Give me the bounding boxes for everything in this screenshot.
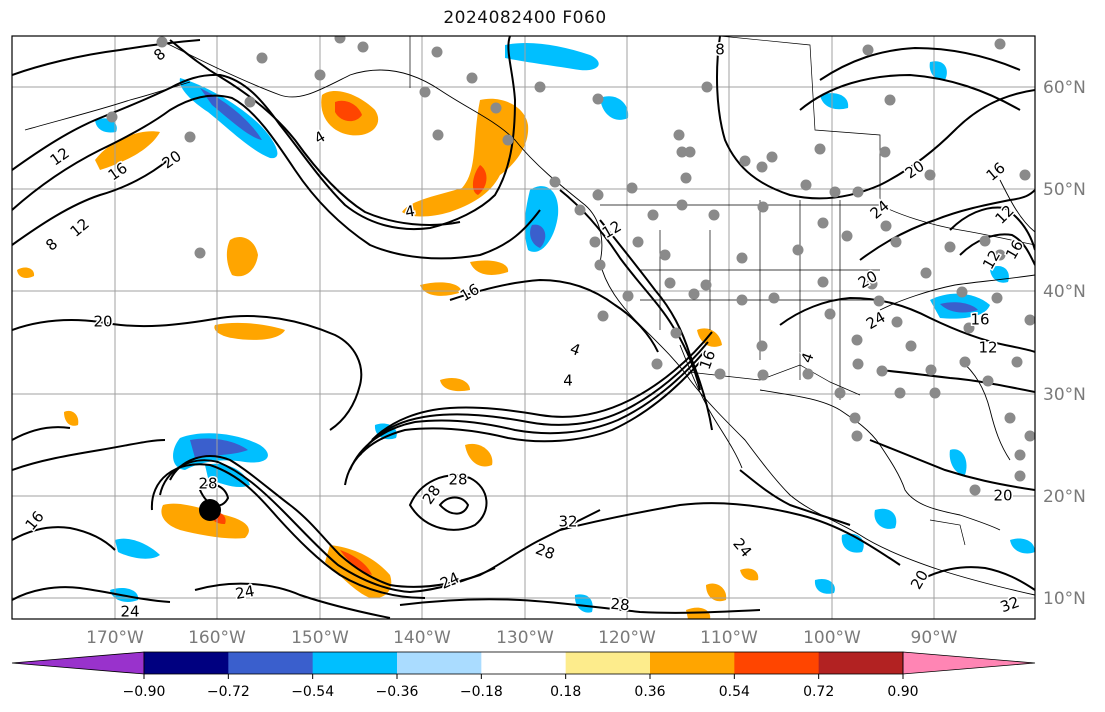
colorbar-extend-high xyxy=(902,651,1036,675)
colorbar-tick-label: −0.54 xyxy=(291,684,334,700)
colorbar-segment xyxy=(650,652,735,674)
colorbar-outline xyxy=(143,651,904,675)
colorbar-tick-label: 0.54 xyxy=(719,684,750,700)
contour-label: 20 xyxy=(93,313,112,331)
lat-label: 10°N xyxy=(1043,589,1086,609)
lon-label: 100°W xyxy=(803,628,861,648)
colorbar-segment xyxy=(818,652,904,674)
colorbar-tick-label: −0.72 xyxy=(207,684,250,700)
longitude-labels: 170°W 160°W 150°W 140°W 130°W 120°W 110°… xyxy=(86,628,958,648)
colorbar-segment xyxy=(312,652,398,674)
colorbar-segment xyxy=(565,652,651,674)
colorbar-tick-label: −0.90 xyxy=(123,684,166,700)
lon-label: 160°W xyxy=(188,628,246,648)
colorbar-segments xyxy=(11,651,1036,675)
contour-label: 20 xyxy=(993,487,1012,505)
lon-label: 170°W xyxy=(86,628,144,648)
station-markers xyxy=(106,36,1035,496)
contour-label: 28 xyxy=(198,475,217,493)
storm-center-marker xyxy=(199,499,221,521)
contours xyxy=(12,36,1035,619)
contour-label: 32 xyxy=(558,513,577,531)
contour-label: 12 xyxy=(978,339,997,357)
contour-label: 24 xyxy=(120,603,139,621)
graticule xyxy=(12,36,1035,619)
colorbar-segment xyxy=(734,652,820,674)
map-frame xyxy=(11,35,1036,620)
colorbar-segment xyxy=(228,652,314,674)
colorbar-segment xyxy=(144,652,229,674)
contour-label: 28 xyxy=(610,595,631,615)
lat-label: 20°N xyxy=(1043,487,1086,507)
positive-shading xyxy=(17,90,759,619)
lon-label: 130°W xyxy=(496,628,554,648)
political-borders xyxy=(409,36,1035,546)
lon-label: 140°W xyxy=(393,628,451,648)
contour-label: 28 xyxy=(448,471,467,489)
contour-label: 4 xyxy=(563,372,573,390)
map-title: 2024082400 F060 xyxy=(443,8,607,28)
colorbar-extend-low xyxy=(11,651,145,675)
coastlines xyxy=(24,39,1035,596)
colorbar-tick-label: −0.36 xyxy=(376,684,419,700)
contour-label: 24 xyxy=(234,582,256,603)
colorbar-tick-label: 0.90 xyxy=(887,684,918,700)
colorbar: −0.90 −0.72 −0.54 −0.36 −0.18 0.18 0.36 0.54 0.7… xyxy=(11,651,1036,700)
colorbar-tick-label: −0.18 xyxy=(460,684,503,700)
lat-label: 60°N xyxy=(1043,78,1086,98)
colorbar-tick-label: 0.18 xyxy=(550,684,581,700)
lon-label: 120°W xyxy=(598,628,656,648)
contour-label: 16 xyxy=(970,311,989,329)
colorbar-tick-label: 0.36 xyxy=(634,684,665,700)
latitude-labels: 60°N 50°N 40°N 30°N 20°N 10°N xyxy=(1043,78,1086,609)
contour-label: 8 xyxy=(715,41,725,59)
colorbar-tick-label: 0.72 xyxy=(803,684,834,700)
lat-label: 30°N xyxy=(1043,385,1086,405)
colorbar-tick-labels: −0.90 −0.72 −0.54 −0.36 −0.18 0.18 0.36 0.54 0.7… xyxy=(123,674,919,700)
lat-label: 50°N xyxy=(1043,180,1086,200)
lon-label: 110°W xyxy=(700,628,758,648)
lon-label: 90°W xyxy=(911,628,958,648)
colorbar-segment xyxy=(481,652,567,674)
lon-label: 150°W xyxy=(291,628,349,648)
colorbar-segment xyxy=(397,652,482,674)
lat-label: 40°N xyxy=(1043,282,1086,302)
map-panel xyxy=(11,35,1036,620)
